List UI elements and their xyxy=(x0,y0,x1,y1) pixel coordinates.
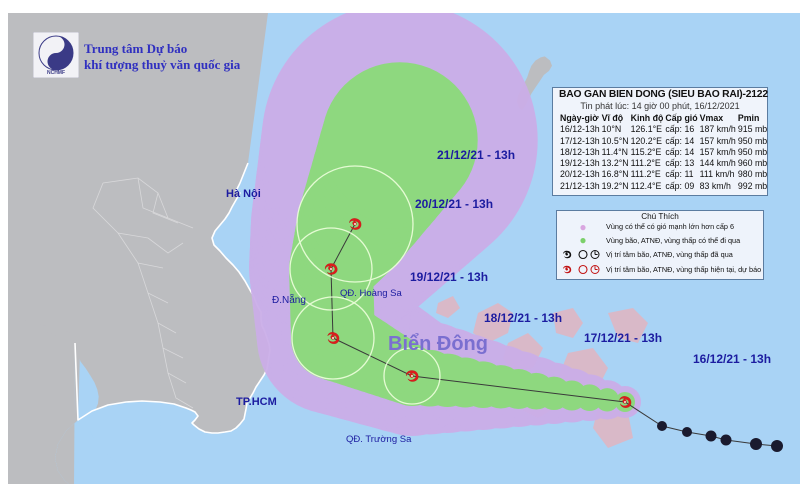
svg-text:NCHMF: NCHMF xyxy=(47,70,65,76)
